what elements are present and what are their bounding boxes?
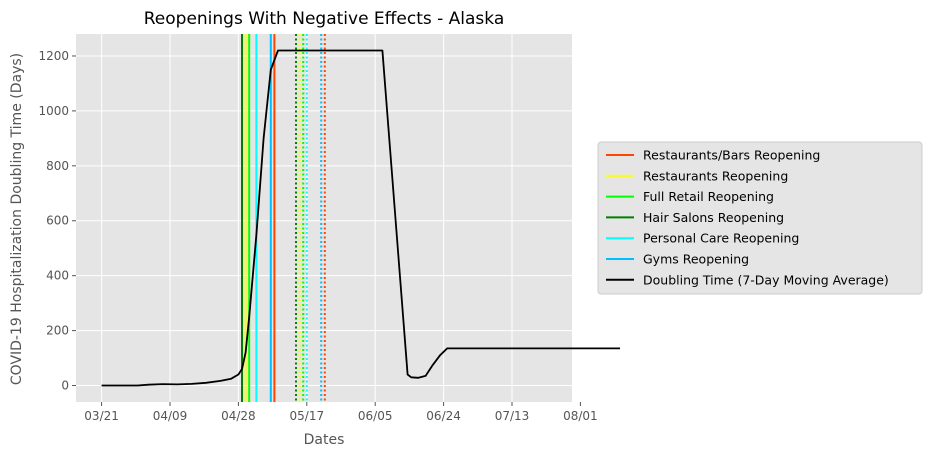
legend-label: Hair Salons Reopening bbox=[643, 210, 784, 225]
legend-label: Full Retail Reopening bbox=[643, 189, 774, 204]
legend-label: Restaurants Reopening bbox=[643, 168, 788, 183]
y-tick-label: 200 bbox=[46, 324, 69, 338]
x-tick-label: 08/01 bbox=[563, 409, 598, 423]
x-tick-label: 06/24 bbox=[426, 409, 461, 423]
series-layer bbox=[101, 49, 620, 387]
y-tick-label: 600 bbox=[46, 214, 69, 228]
x-tick-label: 06/05 bbox=[358, 409, 393, 423]
x-tick-label: 03/21 bbox=[84, 409, 119, 423]
legend: Restaurants/Bars Reopening Restaurants Re… bbox=[597, 141, 923, 295]
y-tick-label: 800 bbox=[46, 159, 69, 173]
x-axis-label: Dates bbox=[304, 432, 345, 448]
legend-items: Restaurants/Bars Reopening Restaurants Re… bbox=[606, 148, 889, 287]
chart-title: Reopenings With Negative Effects - Alask… bbox=[144, 9, 505, 29]
y-tick-labels: 0 200 400 600 800 1000 1200 bbox=[38, 49, 76, 393]
x-tick-label: 05/17 bbox=[290, 409, 325, 423]
y-tick-label: 400 bbox=[46, 269, 69, 283]
x-tick-labels: 03/21 04/09 04/28 05/17 06/05 06/24 07/13 08/01 bbox=[84, 402, 598, 423]
legend-label: Doubling Time (7-Day Moving Average) bbox=[643, 272, 889, 287]
y-tick-label: 1000 bbox=[38, 104, 69, 118]
reopening-lines bbox=[241, 34, 326, 402]
y-axis-label: COVID-19 Hospitalization Doubling Time (… bbox=[9, 53, 25, 385]
doubling-time-line bbox=[101, 49, 620, 387]
legend-label: Restaurants/Bars Reopening bbox=[643, 148, 820, 163]
legend-box bbox=[597, 141, 923, 295]
x-tick-label: 04/28 bbox=[221, 409, 256, 423]
legend-label: Gyms Reopening bbox=[643, 252, 749, 267]
y-tick-label: 1200 bbox=[38, 49, 69, 63]
y-tick-label: 0 bbox=[61, 379, 69, 393]
x-tick-label: 04/09 bbox=[153, 409, 188, 423]
x-tick-label: 07/13 bbox=[495, 409, 530, 423]
legend-label: Personal Care Reopening bbox=[643, 231, 799, 246]
